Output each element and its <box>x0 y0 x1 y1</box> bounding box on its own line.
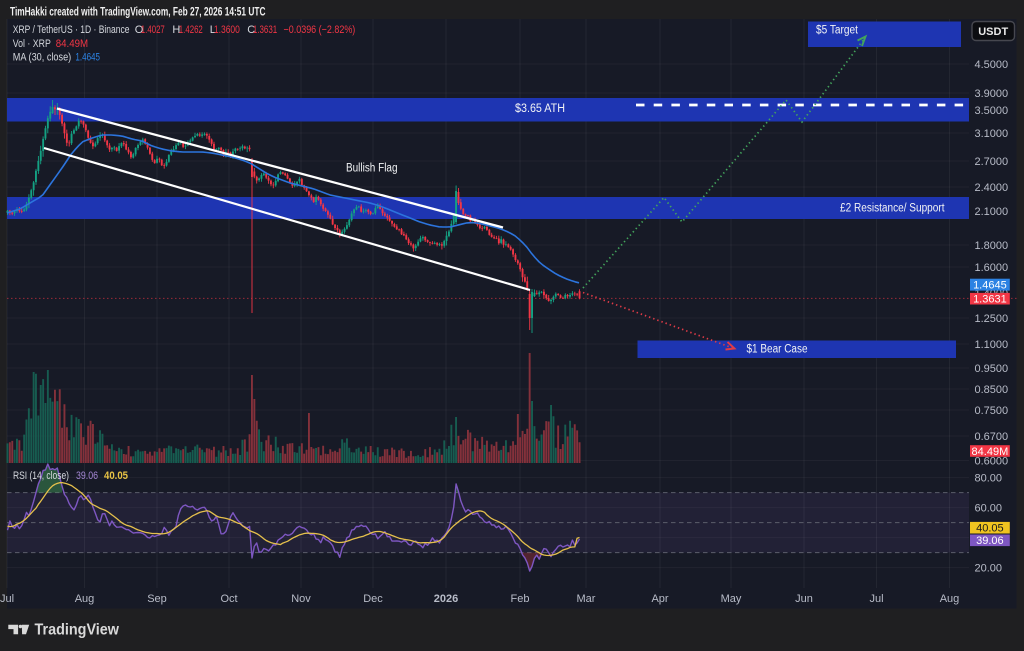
svg-text:20.00: 20.00 <box>975 562 1003 574</box>
svg-text:Feb: Feb <box>511 593 530 605</box>
svg-text:1.2500: 1.2500 <box>975 313 1009 325</box>
svg-text:Bullish Flag: Bullish Flag <box>346 163 398 175</box>
svg-text:MA (30, close): MA (30, close) <box>13 52 71 64</box>
svg-text:0.6700: 0.6700 <box>975 431 1009 443</box>
svg-text:£2 Resistance/ Support: £2 Resistance/ Support <box>840 203 945 215</box>
svg-text:3.1000: 3.1000 <box>975 128 1009 140</box>
svg-text:May: May <box>721 593 742 605</box>
svg-text:$5 Target: $5 Target <box>816 25 859 37</box>
svg-text:Jul: Jul <box>869 593 883 605</box>
svg-text:RSI (14, close): RSI (14, close) <box>13 470 69 482</box>
svg-text:1.4645: 1.4645 <box>973 280 1007 292</box>
svg-text:84.49M: 84.49M <box>56 38 88 50</box>
svg-text:3.5000: 3.5000 <box>975 105 1009 117</box>
svg-text:C: C <box>247 24 255 36</box>
svg-text:39.06: 39.06 <box>76 470 98 482</box>
svg-text:Jul: Jul <box>0 593 14 605</box>
svg-text:−0.0396 (−2.82%): −0.0396 (−2.82%) <box>284 24 356 36</box>
svg-text:1.4262: 1.4262 <box>179 24 203 36</box>
svg-text:2.4000: 2.4000 <box>975 182 1009 194</box>
svg-text:Mar: Mar <box>577 593 596 605</box>
svg-text:1.6000: 1.6000 <box>975 262 1009 274</box>
svg-text:4.5000: 4.5000 <box>975 59 1009 71</box>
svg-text:0.7500: 0.7500 <box>975 405 1009 417</box>
svg-text:Apr: Apr <box>651 593 668 605</box>
svg-text:Vol · XRP: Vol · XRP <box>13 38 51 50</box>
svg-text:2026: 2026 <box>434 593 458 605</box>
svg-text:80.00: 80.00 <box>975 472 1003 484</box>
svg-text:40.05: 40.05 <box>976 523 1004 535</box>
svg-text:1.3631: 1.3631 <box>253 24 277 36</box>
svg-text:1.8000: 1.8000 <box>975 240 1009 252</box>
svg-text:Dec: Dec <box>363 593 383 605</box>
svg-text:TradingView: TradingView <box>35 622 120 639</box>
svg-text:Jun: Jun <box>795 593 813 605</box>
svg-text:3.9000: 3.9000 <box>975 88 1009 100</box>
svg-text:XRP / TetherUS · 1D · Binance: XRP / TetherUS · 1D · Binance <box>13 24 130 36</box>
svg-text:2.7000: 2.7000 <box>975 156 1009 168</box>
svg-text:2.1000: 2.1000 <box>975 206 1009 218</box>
svg-text:1.1000: 1.1000 <box>975 339 1009 351</box>
svg-text:1.3631: 1.3631 <box>973 294 1007 306</box>
svg-text:0.9500: 0.9500 <box>975 363 1009 375</box>
svg-text:Aug: Aug <box>75 593 95 605</box>
svg-text:40.05: 40.05 <box>104 470 128 482</box>
svg-text:TimHakki created with TradingV: TimHakki created with TradingView.com, F… <box>10 7 266 19</box>
svg-text:0.8500: 0.8500 <box>975 384 1009 396</box>
svg-text:Aug: Aug <box>940 593 960 605</box>
svg-text:H: H <box>172 24 180 36</box>
svg-text:84.49M: 84.49M <box>972 446 1009 458</box>
svg-text:60.00: 60.00 <box>975 502 1003 514</box>
svg-text:Sep: Sep <box>147 593 167 605</box>
svg-text:USDT: USDT <box>978 26 1008 38</box>
svg-text:0.6000: 0.6000 <box>975 455 1009 467</box>
svg-text:$1 Bear Case: $1 Bear Case <box>747 344 808 356</box>
svg-text:O: O <box>135 24 144 36</box>
svg-text:$3.65 ATH: $3.65 ATH <box>515 103 565 115</box>
svg-text:Nov: Nov <box>291 593 311 605</box>
svg-text:39.06: 39.06 <box>976 535 1004 547</box>
svg-text:1.4027: 1.4027 <box>141 24 165 36</box>
svg-text:1.3600: 1.3600 <box>214 24 240 36</box>
svg-text:1.4645: 1.4645 <box>75 52 100 64</box>
svg-text:Oct: Oct <box>220 593 237 605</box>
svg-text:L: L <box>210 24 216 36</box>
